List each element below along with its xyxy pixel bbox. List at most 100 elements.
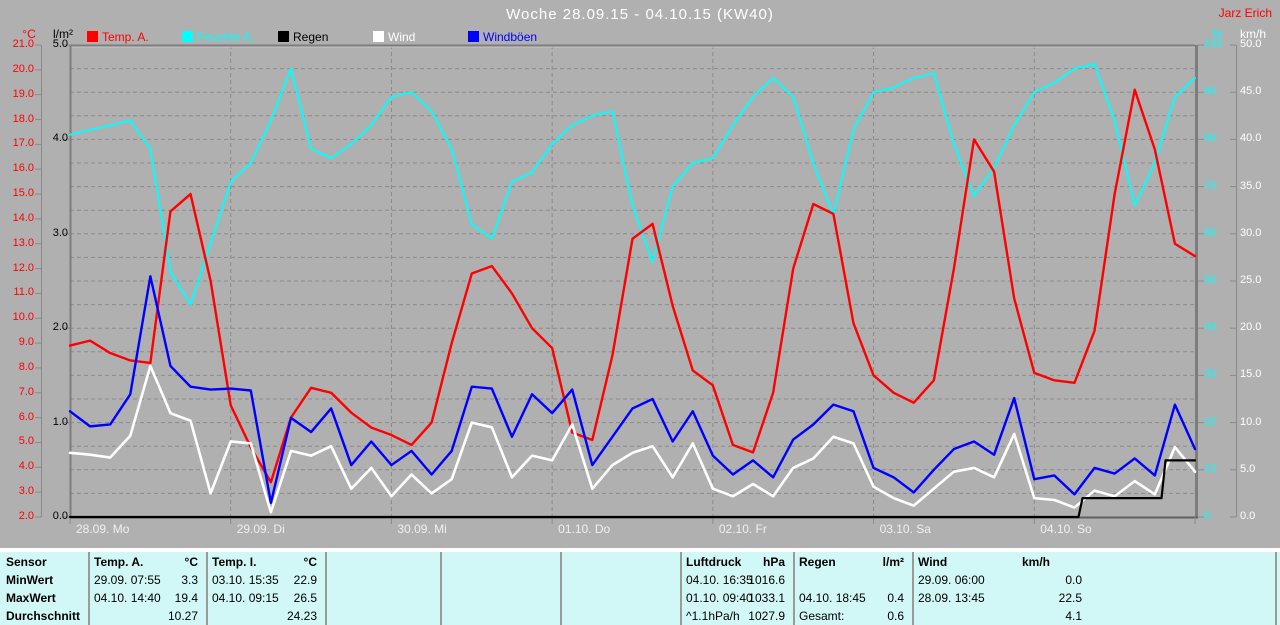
table-cell-date: 29.09. 07:55 (94, 573, 161, 587)
table-cell-value: 10.27 (167, 609, 198, 623)
rain-tick-label: 4.0 (52, 132, 68, 145)
table-cell-value: 0.4 (887, 591, 904, 605)
table-separator (1275, 552, 1277, 625)
legend-swatch (278, 31, 289, 42)
kmh-tick-label: 5.0 (1240, 462, 1256, 475)
table-cell-date: 04.10. 16:35 (686, 573, 753, 587)
table-separator (912, 552, 914, 625)
legend-swatch (87, 31, 98, 42)
table-column-name: Regen (799, 555, 836, 569)
rain-tick-label: 3.0 (52, 226, 68, 239)
rain-tick-label: 0.0 (52, 510, 68, 522)
table-cell-date: 04.10. 18:45 (799, 591, 866, 605)
table-cell-value: 0.0 (1065, 573, 1082, 587)
right-axis-wind-header: km/h (1240, 27, 1267, 41)
kmh-tick-label: 0.0 (1240, 510, 1256, 522)
legend-label: Regen (293, 30, 329, 44)
legend-swatch (468, 31, 479, 42)
kmh-tick-label: 35.0 (1240, 179, 1262, 192)
kmh-tick-label: 45.0 (1240, 85, 1262, 98)
humidity-tick-label: 10 (1204, 462, 1217, 475)
table-column-name: Temp. A. (94, 555, 144, 569)
humidity-tick-label: 40 (1204, 321, 1217, 334)
table-cell-value: 24.23 (286, 609, 317, 623)
table-column-unit: °C (303, 555, 317, 569)
table-column-unit: °C (184, 555, 198, 569)
legend-label: Temp. A. (102, 30, 149, 44)
temp-tick-label: 15.0 (12, 187, 34, 200)
table-top-divider (0, 548, 1280, 552)
humidity-tick-label: 30 (1204, 368, 1217, 381)
temp-tick-label: 5.0 (18, 435, 34, 448)
legend-item-windb-en: Windböen (468, 30, 558, 44)
legend-item-feuchte-a: Feuchte A. (182, 30, 272, 44)
legend-item-wind: Wind (373, 30, 463, 44)
left-axis-rain-header: l/m² (53, 27, 73, 41)
temp-tick-label: 14.0 (12, 211, 34, 224)
temp-tick-label: 20.0 (12, 62, 34, 75)
temp-tick-label: 3.0 (18, 485, 34, 498)
kmh-tick-label: 25.0 (1240, 274, 1262, 286)
temp-tick-label: 17.0 (12, 137, 34, 150)
day-label: 30.09. Mi (397, 522, 447, 536)
table-column-wind: Wind km/h 29.09. 06:00 0.0 28.09. 13:45 22.5 4… (912, 552, 1090, 625)
table-column-name: Wind (918, 555, 948, 569)
temp-tick-label: 11.0 (13, 286, 34, 299)
table-cell-value: 19.4 (174, 591, 198, 605)
temp-tick-label: 2.0 (18, 510, 34, 522)
series-line-temp-a (68, 88, 1197, 484)
table-column-name: Luftdruck (686, 555, 742, 569)
table-column-unit: km/h (1021, 555, 1050, 569)
table-row-label: MaxWert (6, 591, 56, 605)
day-label: 02.10. Fr (718, 522, 767, 536)
series-line-windb-en (68, 275, 1197, 505)
humidity-tick-label: 20 (1204, 415, 1217, 428)
table-cell-value: 1027.9 (748, 609, 785, 623)
table-cell-date: 29.09. 06:00 (918, 573, 985, 587)
day-label: 28.09. Mo (76, 522, 130, 536)
table-cell-date: 04.10. 09:15 (212, 591, 279, 605)
table-row-label: MinWert (6, 573, 54, 587)
temp-tick-label: 10.0 (12, 311, 34, 324)
table-column-unit: l/m² (882, 555, 904, 569)
day-label: 29.09. Di (236, 522, 285, 536)
table-separator (560, 552, 562, 625)
temp-tick-label: 4.0 (18, 460, 34, 473)
humidity-tick-label: 70 (1204, 179, 1217, 192)
humidity-tick-label: 100 (1204, 38, 1223, 50)
table-column-temp-i: Temp. I. °C 03.10. 15:35 22.9 04.10. 09:15 26… (206, 552, 325, 625)
temp-tick-label: 16.0 (12, 162, 34, 175)
temp-tick-label: 21.0 (12, 38, 34, 50)
series-line-feuchte-a (69, 62, 1196, 306)
table-cell-date: 04.10. 14:40 (94, 591, 161, 605)
table-cell-value: 3.3 (181, 573, 198, 587)
rain-tick-label: 1.0 (52, 415, 68, 428)
table-separator (793, 552, 795, 625)
table-cell-value: 4.1 (1065, 609, 1082, 623)
temp-tick-label: 12.0 (12, 261, 34, 274)
kmh-tick-label: 20.0 (1240, 321, 1262, 334)
legend-swatch (373, 31, 384, 42)
legend-label: Windböen (483, 30, 538, 44)
page-title: Woche 28.09.15 - 04.10.15 (KW40) (506, 6, 774, 23)
table-cell-value: 22.5 (1058, 591, 1082, 605)
table-cell-value: 26.5 (293, 591, 317, 605)
table-separator (680, 552, 682, 625)
day-label: 03.10. Sa (879, 522, 931, 536)
temp-tick-label: 18.0 (12, 112, 34, 125)
rain-tick-label: 5.0 (52, 38, 68, 50)
legend-item-temp-a: Temp. A. (87, 30, 177, 44)
legend-swatch (182, 31, 193, 42)
legend-label: Feuchte A. (197, 30, 255, 44)
legend-label: Wind (388, 30, 416, 44)
table-column-unit: hPa (762, 555, 785, 569)
table-separator (325, 552, 327, 625)
table-separator (206, 552, 208, 625)
temp-tick-label: 6.0 (18, 410, 34, 423)
temp-tick-label: 8.0 (18, 360, 34, 373)
author-watermark: Jarz Erich (1218, 6, 1272, 20)
table-cell-value: 0.6 (887, 609, 904, 623)
table-column-temp-a: Temp. A. °C 29.09. 07:55 3.3 04.10. 14:40 19.… (88, 552, 206, 625)
